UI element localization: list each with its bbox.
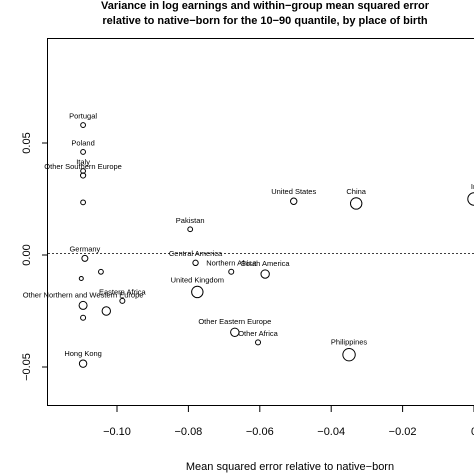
y-tick-label: 0.00 bbox=[21, 244, 33, 265]
point-label: Other Eastern Europe bbox=[198, 317, 271, 326]
point-label: United Kingdom bbox=[171, 275, 224, 284]
data-point bbox=[192, 259, 199, 267]
point-label: United States bbox=[271, 187, 316, 196]
data-point bbox=[78, 300, 88, 310]
y-axis: −0.05 0.00 0.05 bbox=[21, 132, 48, 381]
chart-title: Variance in log earnings and within−grou… bbox=[101, 0, 430, 27]
data-point bbox=[80, 314, 87, 321]
x-tick-label: −0.02 bbox=[389, 426, 417, 438]
point-label: Central America bbox=[169, 249, 223, 258]
point-label: Portugal bbox=[69, 112, 97, 121]
point-label: Eastern Africa bbox=[99, 287, 147, 296]
data-point bbox=[260, 269, 270, 279]
data-point bbox=[187, 226, 194, 233]
point-label: China bbox=[346, 187, 366, 196]
x-tick-label: −0.10 bbox=[103, 426, 131, 438]
x-tick-label: −0.06 bbox=[246, 426, 274, 438]
point-label: Other Northern and Western Europe bbox=[23, 290, 144, 299]
point-label: Poland bbox=[71, 139, 94, 148]
data-point bbox=[230, 327, 240, 337]
point-label: Italy bbox=[76, 158, 90, 167]
x-tick-label: −0.08 bbox=[174, 426, 202, 438]
point-label: Other Southern Europe bbox=[44, 162, 122, 171]
point-label: Germany bbox=[69, 244, 100, 253]
data-point bbox=[81, 254, 89, 262]
y-tick-label: 0.05 bbox=[21, 132, 33, 153]
x-axis-label: Mean squared error relative to native−bo… bbox=[186, 461, 394, 473]
point-label: South America bbox=[241, 259, 291, 268]
data-point bbox=[191, 285, 204, 299]
data-point bbox=[342, 347, 356, 362]
data-point bbox=[80, 122, 86, 128]
x-axis: −0.10 −0.08 −0.06 −0.04 −0.02 0 bbox=[103, 406, 474, 438]
y-tick-label: −0.05 bbox=[21, 353, 33, 381]
data-point bbox=[349, 197, 363, 210]
x-tick-label: −0.04 bbox=[317, 426, 345, 438]
data-point bbox=[80, 199, 86, 206]
data-point bbox=[79, 172, 87, 179]
data-point bbox=[78, 359, 88, 368]
point-label: Pakistan bbox=[176, 216, 205, 225]
data-point bbox=[101, 306, 111, 316]
point-label: In bbox=[471, 182, 474, 191]
data-point bbox=[290, 197, 298, 205]
data-point bbox=[228, 268, 235, 275]
point-label: Other Africa bbox=[238, 329, 278, 338]
point-label: Hong Kong bbox=[64, 349, 102, 358]
x-tick-label: 0 bbox=[471, 426, 474, 438]
plot-frame bbox=[47, 38, 474, 406]
data-point bbox=[467, 192, 474, 206]
data-point bbox=[78, 276, 84, 282]
point-label: Philippines bbox=[331, 337, 368, 346]
chart-title-line-1: Variance in log earnings and within−grou… bbox=[101, 0, 430, 12]
chart-title-line-2: relative to native−born for the 10−90 qu… bbox=[102, 15, 427, 27]
data-point bbox=[80, 149, 86, 155]
data-point bbox=[119, 297, 126, 304]
data-point bbox=[98, 268, 104, 275]
data-points bbox=[78, 122, 474, 368]
data-point bbox=[255, 339, 262, 346]
point-label: Northern Africa bbox=[206, 258, 257, 267]
data-point bbox=[80, 168, 86, 174]
